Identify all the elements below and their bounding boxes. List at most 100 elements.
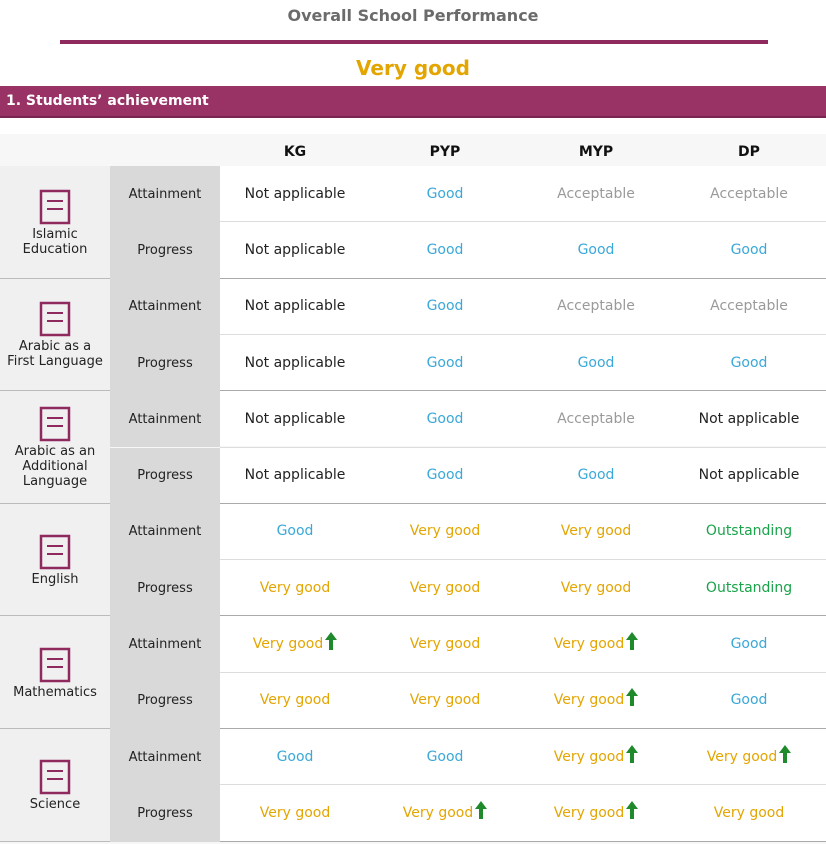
subject: Arabic as a First Language xyxy=(0,278,110,392)
rating-cell-text: Very good xyxy=(713,804,785,821)
rating-cell: Very good xyxy=(370,503,520,560)
rating-cell-text: Not applicable xyxy=(244,241,346,258)
column-header-text: KG xyxy=(283,144,307,160)
icon-frame xyxy=(39,534,71,570)
rating-cell-text: Not applicable xyxy=(244,467,346,484)
rating-cell: Acceptable xyxy=(520,166,672,222)
column-header-text: DP xyxy=(738,144,760,160)
arrow-shape xyxy=(626,800,639,819)
rating-cell: Good xyxy=(672,222,826,278)
achievement-table: KG PYP MYP DP Islamic Education Attainment Not… xyxy=(0,134,826,844)
rating-cell: Very good xyxy=(370,785,520,841)
rating-cell: Good xyxy=(220,503,370,560)
rating-cell: Very good xyxy=(370,672,520,728)
subject-name: Mathematics xyxy=(13,684,97,700)
subject-icon xyxy=(39,189,71,225)
overall-rating: Very good xyxy=(356,56,470,80)
row-divider xyxy=(220,277,826,279)
subject: Arabic as an Additional Language xyxy=(0,391,110,504)
rating-cell-text: Very good xyxy=(560,523,632,540)
rating-cell-text: Good xyxy=(730,354,768,371)
row-label-text: Attainment xyxy=(128,299,202,315)
rating-cell-text: Good xyxy=(426,748,464,765)
rating-cell-text: Good xyxy=(276,523,314,540)
column-header: DP xyxy=(672,134,826,166)
row-label-text: Attainment xyxy=(128,186,202,202)
rating-cell: Very good xyxy=(520,672,672,728)
icon-frame xyxy=(39,189,71,225)
row-label: Progress xyxy=(110,334,220,392)
row-label: Attainment xyxy=(110,616,220,673)
rating-cell: Good xyxy=(370,222,520,278)
row-divider xyxy=(220,333,826,335)
rating-cell: Not applicable xyxy=(220,447,370,503)
subject-icon xyxy=(39,407,71,442)
rating-cell-text: Good xyxy=(730,241,768,258)
row-label-text: Progress xyxy=(137,468,193,484)
rating-cell-text: Good xyxy=(426,185,464,202)
rating-cell: Not applicable xyxy=(220,391,370,447)
rating-cell-text: Not applicable xyxy=(698,467,800,484)
rating-cell: Very good xyxy=(220,785,370,841)
improvement-arrow xyxy=(626,744,639,763)
row-label-text: Progress xyxy=(137,580,193,596)
rating-cell: Good xyxy=(370,166,520,222)
row-label: Attainment xyxy=(110,503,220,561)
rating-cell-text: Not applicable xyxy=(244,298,346,315)
improvement-arrow xyxy=(626,800,639,819)
row-label: Progress xyxy=(110,447,220,504)
rating-cell-text: Not applicable xyxy=(698,410,800,427)
rating-cell: Good xyxy=(520,447,672,503)
rating-cell: Acceptable xyxy=(520,278,672,334)
arrow-shape xyxy=(626,688,639,707)
improvement-arrow xyxy=(626,688,639,707)
row-label-text: Attainment xyxy=(128,749,202,765)
rating-cell-text: Very good xyxy=(553,804,625,821)
rating-cell-text: Good xyxy=(577,354,615,371)
rating-cell-text: Good xyxy=(730,636,768,653)
row-divider xyxy=(220,840,826,842)
rating-cell: Good xyxy=(370,278,520,334)
subject-name: Islamic Education xyxy=(22,226,88,257)
subject-icon xyxy=(39,760,71,795)
rating-cell-text: Acceptable xyxy=(557,185,635,202)
rating-cell-text: Not applicable xyxy=(244,410,346,427)
rating-cell-text: Acceptable xyxy=(710,298,788,315)
column-header: MYP xyxy=(520,134,672,166)
icon-frame xyxy=(39,407,71,442)
arrow-shape xyxy=(626,632,639,651)
column-header: PYP xyxy=(370,134,520,166)
page-title: Overall School Performance xyxy=(287,6,539,25)
rating-cell: Not applicable xyxy=(220,222,370,278)
subject: English xyxy=(0,503,110,617)
subject: Islamic Education xyxy=(0,166,110,279)
rating-cell-text: Very good xyxy=(409,579,481,596)
subject-icon xyxy=(39,534,71,570)
subject-icon xyxy=(39,302,71,337)
rating-cell: Not applicable xyxy=(220,166,370,222)
row-divider xyxy=(220,502,826,504)
title-rule xyxy=(60,40,768,44)
improvement-arrow xyxy=(475,800,488,819)
rating-cell: Good xyxy=(672,334,826,391)
row-label-text: Progress xyxy=(137,693,193,709)
column-header-text: MYP xyxy=(578,144,614,160)
rating-cell: Good xyxy=(672,672,826,728)
rating-cell-text: Good xyxy=(577,467,615,484)
rating-cell: Good xyxy=(370,447,520,503)
row-label-text: Attainment xyxy=(128,411,202,427)
rating-cell-text: Very good xyxy=(560,579,632,596)
rating-cell-text: Acceptable xyxy=(557,410,635,427)
rating-cell: Outstanding xyxy=(672,560,826,616)
row-divider xyxy=(220,559,826,561)
rating-cell: Very good xyxy=(370,560,520,616)
row-label-text: Progress xyxy=(137,355,193,371)
arrow-shape xyxy=(475,800,488,819)
rating-cell-text: Good xyxy=(426,241,464,258)
row-label: Attainment xyxy=(110,729,220,786)
rating-cell: Very good xyxy=(220,616,370,672)
rating-cell-text: Very good xyxy=(252,636,324,653)
rating-cell-text: Very good xyxy=(259,692,331,709)
rating-cell-text: Good xyxy=(577,241,615,258)
